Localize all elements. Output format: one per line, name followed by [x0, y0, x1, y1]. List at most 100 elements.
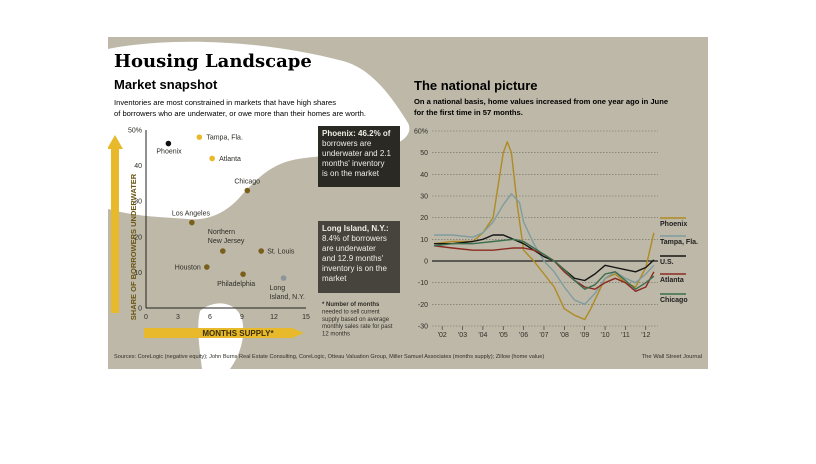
national-picture-description-line1: On a national basis, home values increas…: [414, 97, 668, 106]
y-axis-arrow: [108, 135, 123, 313]
callout1-line: is on the market: [322, 169, 380, 178]
line-chart-y-tick: 40: [420, 172, 428, 179]
footnote-line: supply based on average: [322, 317, 390, 323]
callout2-line: 8.4% of borrowers: [322, 234, 387, 243]
line-chart-x-tick: '12: [641, 332, 650, 339]
x-axis-arrow: [144, 328, 304, 338]
line-chart-x-tick: '02: [438, 332, 447, 339]
scatter-point: [280, 275, 287, 281]
figure-subtitle: Market snapshot: [114, 77, 218, 92]
national-picture-description-line2: for the first time in 57 months.: [414, 108, 523, 117]
legend-label: U.S.: [660, 259, 674, 266]
line-chart-x-tick: '11: [621, 332, 630, 339]
legend-label: Chicago: [660, 297, 688, 304]
line-series-phoenix: [433, 141, 655, 321]
figure-title: Housing Landscape: [114, 51, 312, 72]
national-picture-title: The national picture: [414, 78, 538, 93]
line-chart-y-tick: 50: [420, 150, 428, 157]
scatter-x-tick: 0: [144, 314, 148, 321]
long-island-callout-box: [318, 221, 400, 293]
scatter-point-label-line: Long: [270, 285, 286, 292]
scatter-point-label: Atlanta: [219, 156, 241, 163]
y-axis-label: SHARE OF BORROWERS UNDERWATER: [129, 173, 138, 320]
callout2-line: inventory is on the: [322, 264, 387, 273]
legend-label: Tampa, Fla.: [660, 239, 698, 246]
scatter-point-label: Phoenix: [156, 149, 182, 156]
line-chart-x-tick: '05: [499, 332, 508, 339]
scatter-point-label: Los Angeles: [172, 211, 211, 218]
x-axis-label: MONTHS SUPPLY*: [202, 329, 274, 338]
legend-label: Phoenix: [660, 221, 687, 228]
scatter-y-tick: 50%: [128, 128, 142, 135]
callout1-line: Phoenix: 46.2% of: [322, 129, 391, 138]
scatter-point-label-line: Island, N.Y.: [270, 294, 305, 301]
housing-landscape-figure: Housing Landscape Market snapshot Invent…: [108, 37, 708, 369]
line-chart: -30 -20 -10 0 10 20 30 40 50 60% '02 '03 '04 '05 '06 '…: [414, 129, 698, 340]
scatter-point-label: Northern New Jersey: [208, 229, 245, 245]
line-chart-y-tick: 20: [420, 215, 428, 222]
line-chart-y-tick: 30: [420, 194, 428, 201]
credit-line: The Wall Street Journal: [642, 354, 702, 360]
line-chart-x-tick: '06: [519, 332, 528, 339]
scatter-y-tick: 40: [134, 163, 142, 170]
scatter-point: [165, 140, 172, 147]
callout2-line: and 12.9 months': [322, 254, 384, 263]
callout1-line: underwater and 2.1: [322, 149, 391, 158]
line-chart-x-tick: '07: [539, 332, 548, 339]
figure-canvas: Housing Landscape Market snapshot Invent…: [108, 37, 708, 369]
line-chart-y-tick: 60%: [414, 129, 428, 136]
months-supply-footnote: * Number of months needed to sell current…: [322, 302, 393, 338]
footnote-line: monthly sales rate for past: [322, 324, 393, 330]
scatter-point: [196, 134, 203, 140]
scatter-point: [220, 248, 226, 254]
scatter-point: [240, 271, 246, 277]
scatter-point-label-line: Northern: [208, 229, 235, 236]
scatter-point-label: Tampa, Fla.: [206, 135, 243, 142]
callout2-line: market: [322, 274, 347, 283]
scatter-point: [258, 248, 264, 254]
scatter-x-tick: 9: [240, 314, 244, 321]
figure-description-line1: Inventories are most constrained in mark…: [114, 98, 336, 107]
scatter-x-tick: 15: [302, 314, 310, 321]
footnote-line: * Number of months: [322, 302, 380, 308]
figure-description-line2: of borrowers who are underwater, or owe …: [114, 109, 366, 118]
line-chart-y-tick: -10: [418, 280, 428, 287]
scatter-y-tick: 0: [138, 306, 142, 313]
sources-note: Sources: CoreLogic (negative equity); Jo…: [114, 354, 544, 360]
scatter-x-tick: 12: [270, 314, 278, 321]
callout1-line: months' inventory: [322, 159, 384, 168]
line-chart-y-tick: 0: [424, 259, 428, 266]
phoenix-callout-text: Phoenix: 46.2% of borrowers are underwater…: [322, 129, 391, 178]
callout2-line: Long Island, N.Y.:: [322, 224, 389, 233]
line-chart-x-tick: '09: [580, 332, 589, 339]
scatter-y-tick: 20: [134, 234, 142, 241]
scatter-point: [204, 264, 210, 270]
footnote-line: 12 months: [322, 332, 350, 338]
scatter-point-label: Chicago: [234, 179, 260, 186]
callout2-line: are underwater: [322, 244, 376, 253]
scatter-point: [244, 187, 251, 194]
callout1-line: borrowers are: [322, 139, 372, 148]
scatter-point-label-line: New Jersey: [208, 238, 245, 245]
scatter-point-label: Long Island, N.Y.: [270, 285, 305, 301]
line-series-chicago: [433, 238, 655, 290]
footnote-line: needed to sell current: [322, 309, 380, 315]
phoenix-callout-box: [318, 126, 400, 187]
line-chart-x-tick: '04: [478, 332, 487, 339]
scatter-point: [209, 155, 215, 162]
scatter-y-tick: 30: [134, 199, 142, 206]
line-chart-x-tick: '10: [601, 332, 610, 339]
scatter-x-tick: 3: [176, 314, 180, 321]
line-series-tampa-fla-: [434, 193, 655, 305]
legend-label: Atlanta: [660, 277, 684, 284]
long-island-callout-text: Long Island, N.Y.: 8.4% of borrowers are u…: [322, 224, 389, 283]
scatter-point-label: St. Louis: [267, 249, 295, 256]
line-chart-y-tick: -20: [418, 302, 428, 309]
scatter-y-tick: 10: [134, 270, 142, 277]
scatter-x-tick: 6: [208, 314, 212, 321]
line-series-atlanta: [433, 245, 655, 292]
scatter-point: [189, 219, 195, 226]
line-chart-y-tick: 10: [420, 237, 428, 244]
scatter-point-label: Houston: [175, 265, 201, 272]
line-chart-y-tick: -30: [418, 324, 428, 331]
